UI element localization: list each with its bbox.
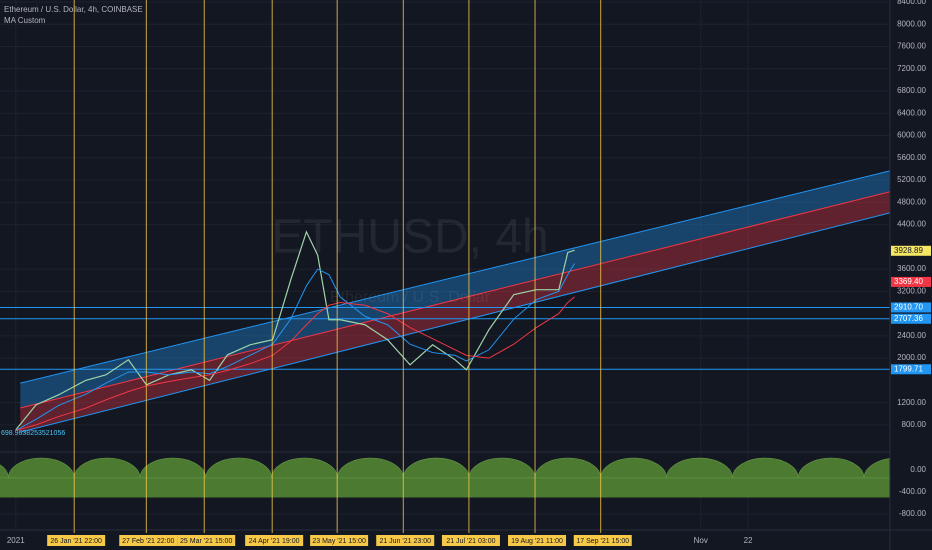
y-tick-label: 800.00 — [902, 420, 927, 429]
y-tick-label: 0.00 — [910, 465, 926, 474]
watermark: ETHUSD, 4h — [271, 211, 548, 264]
cycle-arch — [205, 457, 272, 479]
date-label: 21 Jun '21 23:00 — [379, 538, 431, 545]
y-tick-label: -800.00 — [899, 509, 927, 518]
date-label-box — [245, 535, 304, 546]
y-tick-label: 4800.00 — [897, 197, 926, 206]
date-label: 26 Jan '21 22:00 — [50, 538, 102, 545]
y-tick-label: 4400.00 — [897, 220, 926, 229]
y-tick-label: 2400.00 — [897, 331, 926, 340]
y-tick-label: 8000.00 — [897, 19, 926, 28]
x-tick-label: 22 — [744, 536, 753, 545]
indicator-name: MA Custom — [4, 16, 46, 25]
cycle-arch — [534, 457, 602, 479]
x-tick-label: Nov — [694, 536, 708, 545]
y-tick-label: 8400.00 — [897, 0, 926, 6]
price-label: 2910.70 — [894, 303, 923, 312]
price-label: 2707.36 — [894, 314, 923, 323]
cycle-arch — [73, 457, 141, 479]
cycle-arch — [468, 457, 536, 479]
channel-line — [20, 212, 891, 433]
date-label-box — [310, 535, 369, 546]
cycle-arch — [271, 457, 338, 479]
date-label-box — [508, 535, 567, 546]
cycle-floor — [0, 477, 890, 498]
series-line — [15, 296, 575, 431]
price-label-box — [891, 302, 931, 313]
date-label-box — [177, 535, 236, 546]
y-tick-label: 3200.00 — [897, 286, 926, 295]
price-label: 1799.71 — [894, 364, 923, 373]
channel-line — [20, 170, 891, 384]
y-tick-label: 5600.00 — [897, 153, 926, 162]
date-label: 23 May '21 15:00 — [312, 538, 366, 545]
date-label-box — [441, 535, 500, 546]
cycle-arch — [8, 457, 75, 479]
plot — [0, 170, 891, 498]
series-line — [15, 230, 575, 431]
y-tick-label: 6000.00 — [897, 131, 926, 140]
y-tick-label: 7600.00 — [897, 42, 926, 51]
date-label: 19 Aug '21 11:00 — [511, 538, 563, 545]
y-tick-label: 6800.00 — [897, 86, 926, 95]
chart-title: Ethereum / U.S. Dollar, 4h, COINBASE — [4, 5, 143, 14]
y-tick-label: 1200.00 — [897, 398, 926, 407]
date-label: 21 Jul '21 03:00 — [446, 538, 495, 545]
channel-lower-band — [20, 191, 890, 433]
cycle-arch — [0, 464, 9, 479]
x-tick-label: 2021 — [7, 536, 25, 545]
date-label: 27 Feb '21 22:00 — [122, 538, 174, 545]
price-label: 3369.40 — [894, 277, 923, 286]
channel-upper-band — [20, 170, 890, 408]
date-label-box — [47, 535, 106, 546]
y-tick-label: 5200.00 — [897, 175, 926, 184]
price-label: 3928.89 — [894, 246, 923, 255]
date-label-box — [119, 535, 178, 546]
cycle-arch — [797, 457, 865, 479]
y-tick-label: 2000.00 — [897, 353, 926, 362]
channel-line — [20, 191, 891, 409]
price-label-box — [891, 364, 931, 375]
cycle-arch — [732, 457, 799, 479]
date-label: 25 Mar '21 15:00 — [180, 538, 232, 545]
cycle-arch — [666, 457, 733, 479]
y-tick-label: 6400.00 — [897, 108, 926, 117]
corner-label: 698.9638253521056 — [1, 430, 65, 437]
cycle-arch — [337, 457, 404, 479]
cycle-arch — [600, 457, 667, 479]
y-tick-label: 3600.00 — [897, 264, 926, 273]
cycle-arch — [402, 457, 470, 479]
date-label-box — [376, 535, 435, 546]
cycle-arch — [863, 458, 890, 479]
price-label-box — [891, 245, 931, 256]
series-line — [15, 263, 575, 431]
date-label: 17 Sep '21 15:00 — [576, 538, 629, 545]
price-label-box — [891, 313, 931, 324]
price-label-box — [891, 276, 931, 287]
date-label-box — [573, 535, 632, 546]
y-tick-label: -400.00 — [899, 487, 927, 496]
watermark-subtitle: Ethereum / U.S. Dollar — [330, 289, 491, 306]
date-label: 24 Apr '21 19:00 — [249, 538, 300, 545]
y-tick-label: 7200.00 — [897, 64, 926, 73]
